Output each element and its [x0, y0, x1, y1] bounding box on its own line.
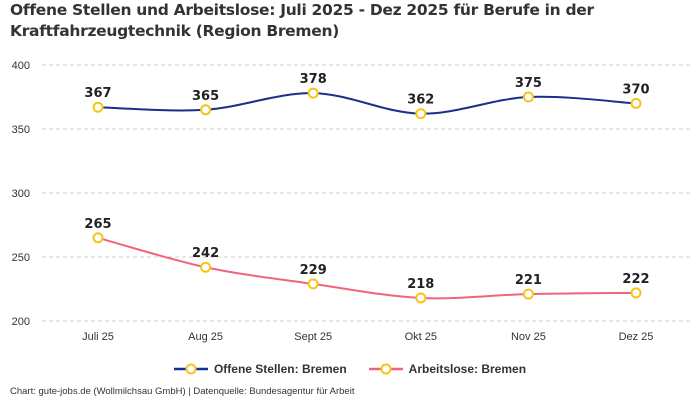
- series-line-1: [97, 236, 637, 300]
- x-tick-label: Aug 25: [188, 331, 223, 343]
- footer-source: Chart: gute-jobs.de (Wollmilchsau GmbH) …: [10, 386, 355, 397]
- data-point: [200, 261, 212, 273]
- data-label: 365: [192, 89, 219, 104]
- data-label: 370: [622, 82, 649, 97]
- data-label: 221: [515, 273, 542, 288]
- data-label: 218: [407, 277, 434, 292]
- legend-item-offene-stellen[interactable]: Offene Stellen: Bremen: [173, 362, 347, 376]
- data-label: 378: [300, 72, 327, 87]
- legend-marker-icon: [368, 363, 403, 375]
- chart-title: Offene Stellen und Arbeitslose: Juli 202…: [10, 1, 594, 40]
- data-point: [630, 97, 642, 109]
- data-label: 375: [515, 76, 542, 91]
- series-line-0: [97, 92, 637, 115]
- data-point: [307, 87, 319, 99]
- legend-item-arbeitslose[interactable]: Arbeitslose: Bremen: [368, 362, 527, 376]
- x-tick-label: Juli 25: [82, 331, 114, 343]
- data-label: 242: [192, 246, 219, 261]
- legend: Offene Stellen: Bremen Arbeitslose: Brem…: [0, 362, 700, 376]
- legend-marker-icon: [173, 363, 208, 375]
- data-point: [522, 288, 534, 300]
- data-point: [307, 278, 319, 290]
- legend-label: Arbeitslose: Bremen: [408, 362, 527, 376]
- data-label: 229: [300, 263, 327, 278]
- data-point: [200, 104, 212, 116]
- data-label: 367: [84, 86, 111, 101]
- data-point: [630, 287, 642, 299]
- y-tick-label: 350: [12, 124, 30, 136]
- y-tick-label: 250: [12, 252, 30, 264]
- data-point: [415, 292, 427, 304]
- x-tick-label: Sept 25: [294, 331, 332, 343]
- data-point: [415, 108, 427, 120]
- y-tick-label: 400: [12, 60, 30, 72]
- data-point: [522, 91, 534, 103]
- x-tick-label: Nov 25: [511, 331, 546, 343]
- data-point: [92, 101, 104, 113]
- data-point: [92, 232, 104, 244]
- y-tick-label: 300: [12, 188, 30, 200]
- data-label: 362: [407, 93, 434, 108]
- legend-label: Offene Stellen: Bremen: [213, 362, 347, 376]
- data-label: 222: [622, 272, 649, 287]
- data-label: 265: [84, 217, 111, 232]
- y-tick-label: 200: [12, 316, 30, 328]
- x-tick-label: Okt 25: [405, 331, 437, 343]
- x-tick-label: Dez 25: [619, 331, 654, 343]
